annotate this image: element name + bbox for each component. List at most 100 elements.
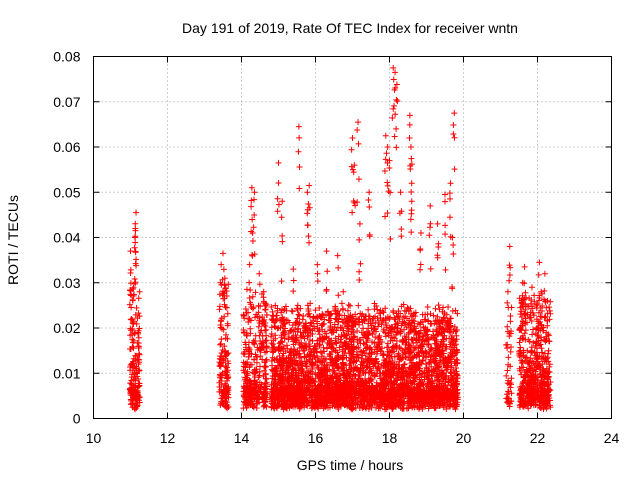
data-point: [429, 328, 436, 335]
data-point: [261, 367, 268, 374]
data-point: [309, 402, 316, 409]
data-point: [293, 351, 300, 358]
data-point: [300, 348, 307, 355]
data-point: [221, 281, 228, 288]
data-point: [322, 356, 329, 363]
data-point: [408, 180, 415, 187]
data-point: [417, 229, 424, 236]
data-point: [295, 123, 302, 130]
data-point: [519, 279, 526, 286]
data-points: [126, 64, 554, 413]
data-point: [135, 356, 142, 363]
data-point: [217, 402, 224, 409]
data-point: [246, 346, 253, 353]
data-point: [299, 316, 306, 323]
data-point: [262, 358, 269, 365]
data-point: [246, 261, 253, 268]
data-point: [392, 111, 399, 118]
data-point: [381, 167, 388, 174]
data-point: [335, 406, 342, 413]
data-point: [391, 133, 398, 140]
data-point: [341, 367, 348, 374]
data-point: [269, 354, 276, 361]
data-point: [220, 250, 226, 257]
data-point: [522, 289, 529, 296]
data-point: [307, 330, 314, 337]
data-point: [251, 189, 258, 196]
data-point: [296, 312, 303, 319]
data-point: [288, 307, 295, 314]
data-point: [218, 359, 225, 366]
data-point: [309, 371, 316, 378]
data-point: [263, 383, 270, 390]
data-point: [222, 285, 229, 292]
data-point: [407, 165, 414, 172]
data-point: [317, 348, 324, 355]
data-point: [330, 379, 337, 386]
data-point: [258, 340, 265, 347]
data-point: [221, 275, 228, 282]
data-point: [222, 380, 229, 387]
data-point: [355, 176, 362, 183]
data-point: [314, 356, 321, 363]
data-point: [135, 334, 142, 341]
data-point: [135, 295, 142, 302]
data-point: [318, 353, 325, 360]
data-point: [547, 310, 554, 317]
data-point: [257, 353, 264, 360]
data-point: [382, 132, 389, 139]
data-point: [451, 166, 458, 173]
data-point: [328, 349, 335, 356]
data-point: [541, 270, 548, 277]
data-point: [451, 134, 458, 141]
data-point: [222, 304, 229, 311]
data-point: [263, 311, 270, 318]
data-point: [274, 307, 281, 314]
data-point: [334, 386, 341, 393]
data-point: [308, 320, 315, 327]
data-point: [393, 144, 400, 151]
data-point: [243, 370, 250, 377]
data-point: [288, 369, 295, 376]
data-point: [442, 191, 448, 198]
data-point: [224, 371, 231, 378]
data-point: [450, 241, 457, 248]
data-point: [295, 311, 302, 318]
data-point: [243, 404, 250, 411]
data-point: [247, 286, 254, 293]
x-tick-label: 14: [234, 430, 250, 446]
data-point: [249, 293, 256, 300]
data-point: [225, 385, 232, 392]
data-point: [218, 371, 225, 378]
data-point: [131, 405, 138, 412]
data-point: [240, 359, 247, 366]
data-point: [127, 346, 134, 353]
x-tick-label: 22: [530, 430, 546, 446]
data-point: [223, 399, 230, 406]
data-point: [397, 189, 404, 196]
data-point: [132, 249, 139, 256]
data-point: [305, 200, 312, 207]
data-point: [407, 216, 414, 223]
data-point: [263, 376, 270, 383]
data-point: [324, 268, 331, 275]
data-point: [277, 324, 284, 331]
data-point: [262, 398, 269, 405]
data-point: [339, 360, 346, 367]
data-point: [218, 336, 225, 343]
data-point: [217, 321, 224, 328]
data-point: [535, 271, 542, 278]
data-point: [283, 342, 290, 349]
data-point: [130, 320, 137, 327]
x-tick-label: 12: [160, 430, 176, 446]
data-point: [304, 210, 311, 217]
data-point: [268, 344, 275, 351]
data-point: [128, 304, 135, 311]
data-point: [272, 346, 279, 353]
data-point: [321, 320, 327, 327]
data-point: [314, 270, 321, 277]
data-point: [301, 335, 308, 342]
data-point: [272, 324, 279, 331]
data-point: [245, 389, 252, 396]
